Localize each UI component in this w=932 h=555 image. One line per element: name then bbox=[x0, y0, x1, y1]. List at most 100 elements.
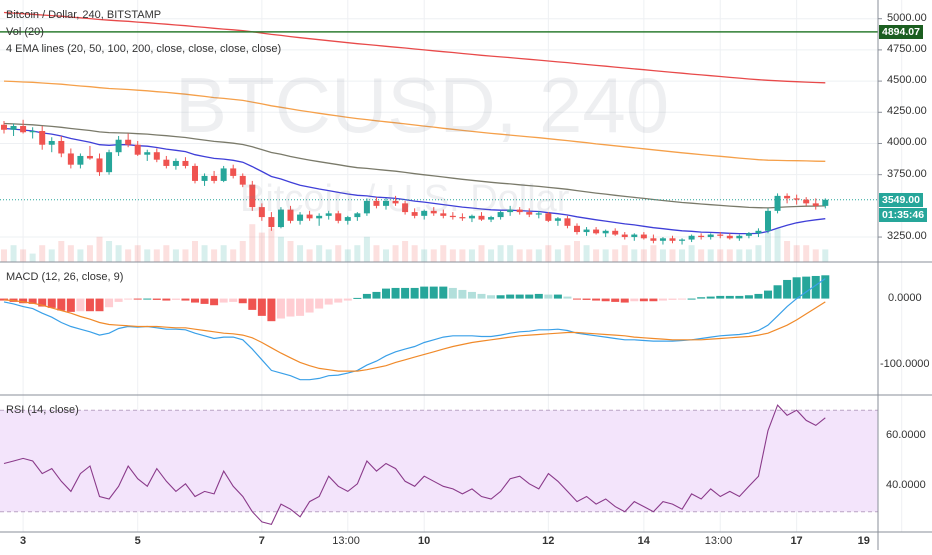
candle-body bbox=[488, 217, 495, 220]
macd-histogram-bar bbox=[57, 298, 66, 311]
candle-body bbox=[421, 210, 428, 216]
macd-histogram-bar bbox=[725, 295, 734, 299]
volume-bar bbox=[363, 236, 370, 262]
macd-histogram-bar bbox=[200, 298, 209, 304]
macd-indicator-label[interactable]: MACD (12, 26, close, 9) bbox=[6, 271, 124, 283]
macd-histogram-bar bbox=[305, 298, 314, 313]
volume-indicator-label[interactable]: Vol (20) bbox=[6, 26, 44, 38]
volume-bar bbox=[402, 241, 409, 262]
volume-bar bbox=[631, 249, 638, 262]
volume-bar bbox=[468, 249, 475, 262]
rsi-axis-label: 40.0000 bbox=[886, 479, 926, 492]
candle-body bbox=[258, 207, 265, 218]
macd-histogram-bar bbox=[687, 298, 696, 300]
candle-body bbox=[745, 233, 752, 236]
candle-body bbox=[478, 215, 485, 220]
macd-histogram-bar bbox=[315, 298, 324, 309]
volume-bar bbox=[440, 245, 447, 262]
candle-body bbox=[640, 234, 647, 239]
macd-histogram-bar bbox=[324, 298, 333, 305]
volume-bar bbox=[172, 249, 179, 262]
candle-body bbox=[698, 235, 705, 238]
candle-body bbox=[363, 200, 370, 214]
volume-bar bbox=[325, 249, 332, 262]
macd-histogram-bar bbox=[143, 298, 152, 300]
time-axis-label: 17 bbox=[790, 535, 803, 547]
macd-histogram-bar bbox=[38, 298, 47, 307]
volume-bar bbox=[745, 249, 752, 262]
candle-body bbox=[48, 140, 55, 145]
volume-bar bbox=[392, 245, 399, 262]
macd-histogram-bar bbox=[582, 298, 591, 300]
symbol-title[interactable]: Bitcoin / Dollar, 240, BITSTAMP bbox=[6, 9, 162, 21]
volume-bar bbox=[421, 249, 428, 262]
macd-histogram-bar bbox=[410, 287, 419, 299]
candle-body bbox=[774, 195, 781, 211]
candle-body bbox=[526, 212, 533, 215]
volume-bar bbox=[698, 249, 705, 262]
volume-bar bbox=[679, 249, 686, 262]
macd-histogram-bar bbox=[85, 298, 94, 312]
rsi-indicator-label[interactable]: RSI (14, close) bbox=[6, 404, 79, 416]
volume-bar bbox=[430, 249, 437, 262]
candle-body bbox=[325, 213, 332, 216]
volume-bar bbox=[220, 245, 227, 262]
candle-body bbox=[306, 214, 313, 219]
macd-histogram-bar bbox=[191, 298, 199, 303]
macd-histogram-bar bbox=[353, 297, 362, 299]
level-price-tag: 4894.07 bbox=[879, 24, 923, 39]
rsi-line bbox=[3, 404, 826, 526]
candle-body bbox=[20, 126, 27, 133]
volume-bar bbox=[277, 236, 284, 262]
macd-histogram-bar bbox=[668, 298, 677, 300]
candle-body bbox=[650, 238, 657, 241]
volume-bar bbox=[574, 241, 580, 262]
candle-body bbox=[621, 234, 628, 238]
volume-bar bbox=[459, 249, 466, 262]
candle-body bbox=[440, 213, 447, 216]
macd-signal-line bbox=[3, 299, 826, 372]
macd-histogram-bar bbox=[382, 288, 390, 299]
candle-body bbox=[344, 217, 351, 221]
volume-bar bbox=[488, 249, 495, 262]
macd-histogram-bar bbox=[76, 298, 85, 312]
price-axis-label: 3750.00 bbox=[887, 167, 927, 180]
volume-bar bbox=[287, 241, 294, 262]
volume-bar bbox=[10, 245, 17, 262]
candle-body bbox=[230, 168, 237, 176]
macd-histogram-bar bbox=[47, 298, 56, 308]
volume-bar bbox=[612, 249, 619, 262]
volume-bar bbox=[602, 249, 609, 262]
macd-histogram-bar bbox=[372, 291, 381, 299]
volume-bar bbox=[812, 249, 819, 262]
candle-body bbox=[96, 158, 103, 173]
macd-histogram-bar bbox=[114, 298, 123, 302]
volume-bar bbox=[297, 245, 304, 262]
candle-body bbox=[182, 160, 189, 166]
macd-histogram-bar bbox=[420, 286, 429, 299]
candle-body bbox=[153, 152, 160, 160]
volume-bar bbox=[192, 241, 198, 262]
volume-bar bbox=[258, 232, 265, 262]
candle-body bbox=[707, 234, 714, 238]
candle-body bbox=[602, 230, 609, 234]
candle-body bbox=[106, 152, 113, 173]
macd-histogram-bar bbox=[792, 277, 801, 299]
volume-bar bbox=[134, 245, 141, 262]
time-axis-label: 5 bbox=[134, 535, 141, 547]
volume-bar bbox=[822, 249, 829, 262]
volume-bar bbox=[20, 249, 27, 262]
candle-body bbox=[211, 175, 218, 181]
time-axis-label: 19 bbox=[857, 535, 870, 547]
ema-indicator-label[interactable]: 4 EMA lines (20, 50, 100, 200, close, cl… bbox=[6, 43, 282, 55]
macd-histogram-bar bbox=[28, 298, 37, 304]
volume-bar bbox=[707, 249, 714, 262]
macd-histogram-bar bbox=[534, 293, 543, 299]
candle-body bbox=[507, 209, 514, 213]
macd-histogram-bar bbox=[334, 298, 343, 303]
volume-bar bbox=[211, 249, 218, 262]
volume-bar bbox=[717, 249, 724, 262]
candle-body bbox=[736, 235, 743, 239]
